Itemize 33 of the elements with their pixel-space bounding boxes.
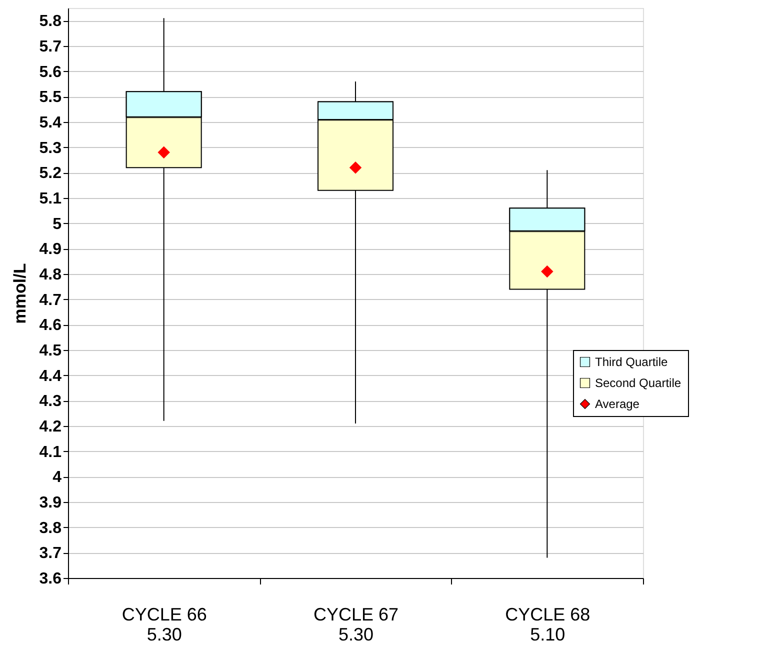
y-tick-label: 5.3 bbox=[39, 140, 62, 157]
y-tick-label: 4.2 bbox=[39, 418, 62, 436]
y-tick-label: 4.7 bbox=[39, 292, 62, 309]
x-tick-label: CYCLE 66 5.30 bbox=[122, 604, 207, 644]
y-tick-label: 4 bbox=[52, 469, 62, 486]
y-tick-label: 4.6 bbox=[39, 317, 62, 334]
y-tick-label: 4.5 bbox=[39, 342, 62, 360]
x-tick-label: CYCLE 68 5.10 bbox=[505, 604, 590, 644]
y-tick-label: 5.2 bbox=[39, 165, 62, 182]
y-tick-label: 5.1 bbox=[39, 190, 62, 208]
y-tick-label: 3.6 bbox=[39, 570, 62, 588]
y-tick-label: 5.7 bbox=[39, 38, 62, 56]
y-tick-label: 5.4 bbox=[39, 114, 62, 132]
y-tick-label: 3.7 bbox=[39, 545, 62, 562]
y-tick-label: 5.5 bbox=[39, 89, 62, 106]
point bbox=[349, 161, 362, 174]
legend-label: Second Quartile bbox=[595, 376, 682, 390]
x-tick-label: CYCLE 67 5.30 bbox=[313, 604, 399, 644]
y-tick-label: 5.8 bbox=[39, 13, 62, 30]
legend-label: Third Quartile bbox=[595, 355, 668, 369]
y-tick-label: 4.8 bbox=[39, 266, 62, 284]
point bbox=[158, 146, 170, 159]
y-tick-label: 3.8 bbox=[39, 520, 62, 537]
y-tick-label: 3.9 bbox=[39, 494, 62, 512]
point bbox=[541, 265, 554, 278]
y-tick-label: 5.6 bbox=[39, 64, 62, 81]
y-tick-label: 4.1 bbox=[39, 444, 62, 461]
y-tick-label: 4.3 bbox=[39, 393, 62, 410]
y-tick-label: 4.9 bbox=[39, 241, 62, 258]
legend-label: Average bbox=[595, 397, 640, 411]
y-tick-label: 4.4 bbox=[39, 368, 62, 385]
y-axis-title: mmol/L bbox=[10, 263, 30, 324]
y-tick-label: 5 bbox=[52, 216, 62, 233]
